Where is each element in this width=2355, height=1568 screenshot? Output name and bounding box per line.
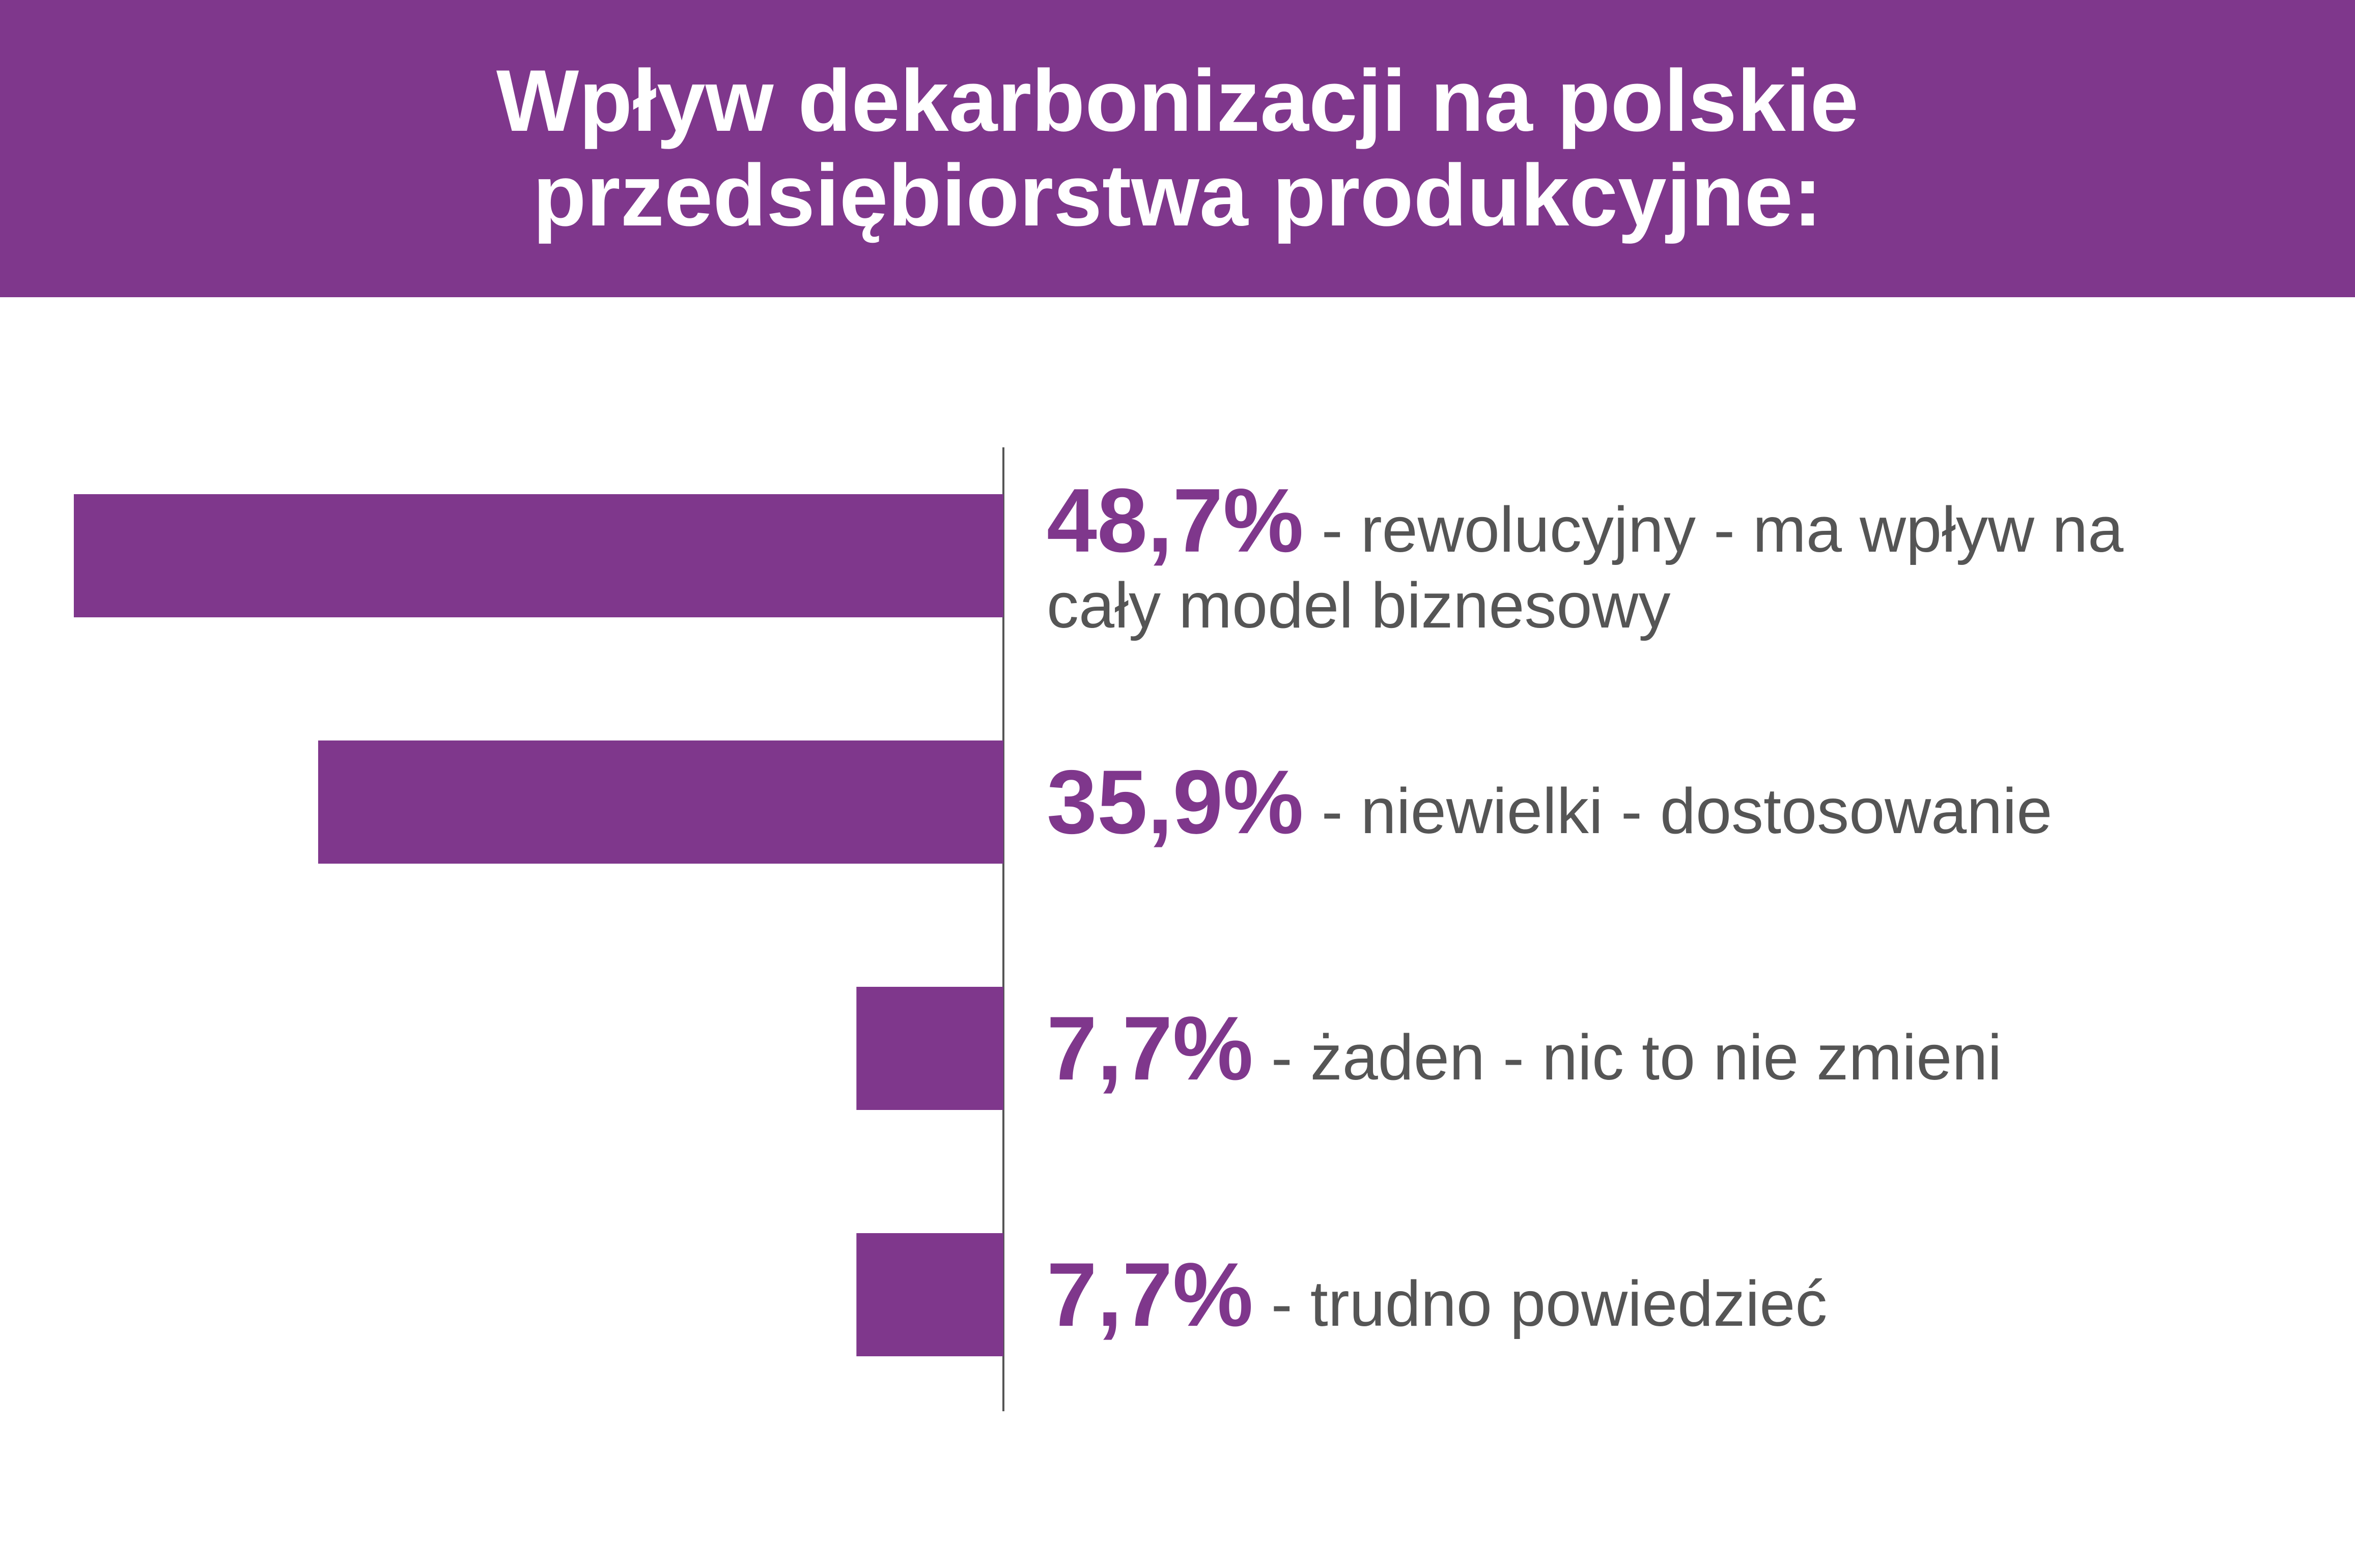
bar	[856, 1233, 1003, 1356]
chart-title: Wpływ dekarbonizacji na polskie przedsię…	[496, 52, 1859, 244]
bar	[318, 740, 1003, 864]
category-label: - żaden - nic to nie zmieni	[1271, 1021, 2002, 1094]
bar	[856, 987, 1003, 1110]
bar-label: 35,9% - niewielki - dostosowanie	[1047, 752, 2197, 852]
category-label: - niewielki - dostosowanie	[1321, 775, 2053, 847]
bar-label: 48,7% - rewolucyjny - ma wpływ na cały m…	[1047, 469, 2197, 641]
category-label: - rewolucyjny - ma wpływ na cały model b…	[1047, 493, 2124, 641]
value-label: 48,7%	[1047, 469, 1304, 571]
value-label: 7,7%	[1047, 1244, 1253, 1346]
bar	[74, 494, 1003, 617]
bar-label: 7,7% - żaden - nic to nie zmieni	[1047, 999, 2197, 1098]
category-label: - trudno powiedzieć	[1271, 1268, 1828, 1340]
bar-label: 7,7% - trudno powiedzieć	[1047, 1245, 2197, 1345]
header: Wpływ dekarbonizacji na polskie przedsię…	[0, 0, 2355, 297]
value-label: 7,7%	[1047, 997, 1253, 1099]
value-label: 35,9%	[1047, 751, 1304, 853]
